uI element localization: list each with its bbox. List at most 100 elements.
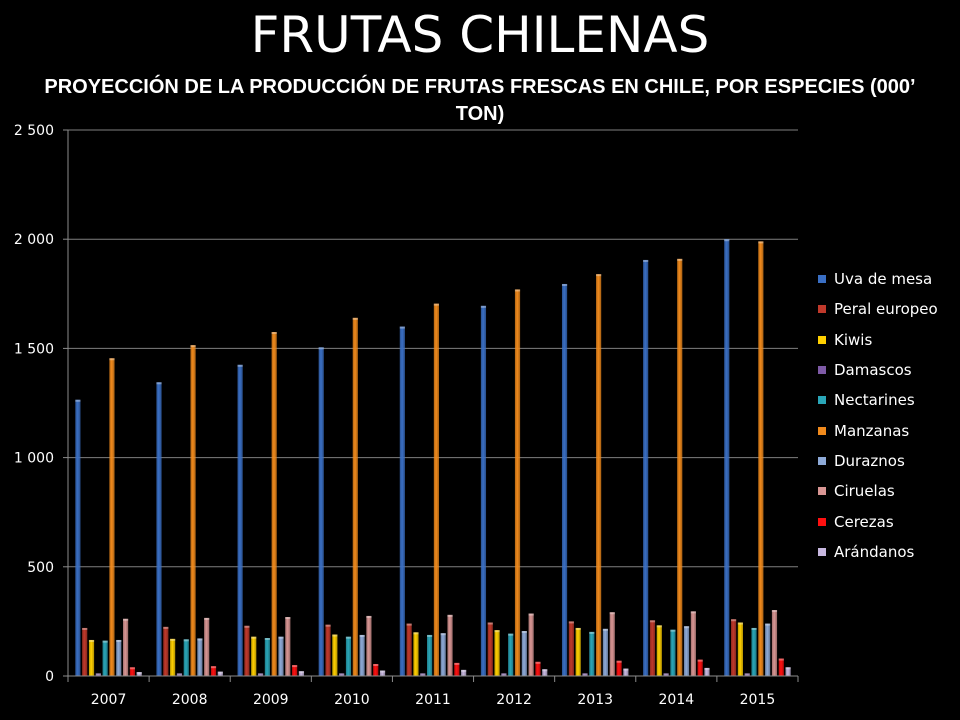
bar-damascos-2007 (95, 673, 101, 676)
bar-cap (264, 637, 270, 640)
bar-nectarines-2013 (589, 631, 595, 676)
bar-peral-europeo-2010 (325, 624, 331, 676)
bar-cap (325, 624, 331, 627)
legend-item: Ciruelas (818, 476, 958, 506)
bar-manzanas-2008 (190, 345, 196, 676)
bar-kiwis-2008 (170, 638, 176, 676)
bar-arándanos-2013 (623, 668, 629, 676)
legend-item: Manzanas (818, 415, 958, 445)
bar-arándanos-2012 (542, 669, 548, 676)
legend-item: Kiwis (818, 325, 958, 355)
bar-peral-europeo-2007 (82, 627, 88, 676)
x-tick-label: 2010 (334, 692, 370, 708)
bar-arándanos-2007 (136, 672, 142, 676)
bar-cerezas-2008 (210, 666, 217, 676)
bar-cap (616, 660, 622, 663)
x-tick-label: 2014 (659, 692, 695, 708)
x-tick-label: 2012 (496, 692, 532, 708)
bar-cap (373, 663, 379, 666)
x-tick-label: 2007 (91, 692, 127, 708)
bar-cap (163, 626, 169, 629)
bar-damascos-2011 (420, 673, 426, 676)
bar-nectarines-2014 (670, 629, 676, 676)
bar-cap (494, 630, 500, 633)
bar-cap (561, 283, 568, 286)
bar-uva-de-mesa-2008 (156, 382, 162, 676)
bar-peral-europeo-2012 (487, 622, 493, 676)
bar-cerezas-2012 (535, 661, 541, 676)
bar-cap (75, 399, 81, 402)
legend-swatch (818, 517, 826, 526)
bar-uva-de-mesa-2009 (237, 364, 243, 676)
bar-cap (535, 661, 541, 664)
bar-cap (278, 636, 284, 639)
bar-cap (406, 623, 412, 626)
bar-duraznos-2015 (765, 623, 771, 676)
bar-cap (778, 658, 784, 661)
bar-damascos-2014 (663, 673, 669, 676)
legend-label: Uva de mesa (834, 270, 933, 289)
y-tick-label: 2 000 (14, 232, 54, 248)
bar-ciruelas-2009 (285, 617, 291, 676)
bar-manzanas-2013 (596, 274, 602, 676)
bar-peral-europeo-2013 (568, 621, 574, 676)
bar-uva-de-mesa-2014 (643, 259, 649, 676)
bar-nectarines-2008 (183, 639, 189, 676)
bar-damascos-2009 (257, 673, 264, 676)
bar-kiwis-2014 (656, 625, 662, 676)
bar-ciruelas-2015 (771, 610, 778, 676)
bar-cap (731, 619, 737, 622)
bar-cap (785, 667, 791, 670)
bar-cap (589, 631, 595, 634)
chart-title: PROYECCIÓN DE LA PRODUCCIÓN DE FRUTAS FR… (44, 76, 916, 125)
bar-ciruelas-2010 (366, 615, 372, 676)
bar-cap (765, 623, 771, 626)
bar-cap (656, 625, 662, 628)
bar-manzanas-2015 (758, 241, 764, 676)
bar-cap (771, 610, 778, 613)
bar-cap (190, 345, 196, 348)
bar-ciruelas-2007 (122, 618, 129, 676)
bar-cap (251, 636, 257, 639)
legend-swatch (818, 335, 826, 344)
bar-cap (454, 662, 460, 665)
slide-title: FRUTAS CHILENAS (250, 6, 710, 64)
legend-item: Damascos (818, 355, 958, 385)
bar-cap (480, 305, 487, 308)
bar-cap (677, 258, 683, 261)
bar-cap (183, 639, 189, 642)
legend-item: Arándanos (818, 537, 958, 567)
legend-label: Duraznos (834, 451, 905, 470)
bar-cap (609, 612, 615, 615)
bar-cap (379, 670, 386, 673)
bar-cap (197, 638, 203, 641)
bar-arándanos-2009 (298, 671, 305, 676)
bar-cap (427, 634, 433, 637)
bar-cap (487, 622, 493, 625)
bar-cerezas-2013 (616, 660, 622, 676)
bar-kiwis-2007 (88, 639, 95, 676)
legend-item: Nectarines (818, 385, 958, 415)
bar-cap (237, 364, 243, 367)
legend-label: Ciruelas (834, 482, 895, 501)
legend-label: Kiwis (834, 330, 873, 349)
bar-cap (88, 639, 95, 642)
bar-cap (136, 672, 142, 675)
bar-duraznos-2010 (359, 634, 365, 676)
x-tick-label: 2013 (577, 692, 613, 708)
bar-peral-europeo-2014 (649, 620, 656, 676)
legend-label: Arándanos (834, 542, 915, 561)
bar-cap (339, 673, 345, 676)
bar-kiwis-2012 (494, 630, 500, 676)
bar-cerezas-2015 (778, 658, 784, 676)
bar-nectarines-2012 (508, 633, 514, 676)
bar-kiwis-2011 (413, 632, 419, 676)
bar-arándanos-2014 (704, 667, 710, 676)
bar-cap (690, 611, 696, 614)
bar-damascos-2015 (744, 673, 750, 676)
bar-peral-europeo-2009 (244, 625, 250, 676)
x-tick-label: 2008 (172, 692, 208, 708)
legend-label: Nectarines (834, 391, 915, 410)
bar-cap (501, 673, 507, 676)
